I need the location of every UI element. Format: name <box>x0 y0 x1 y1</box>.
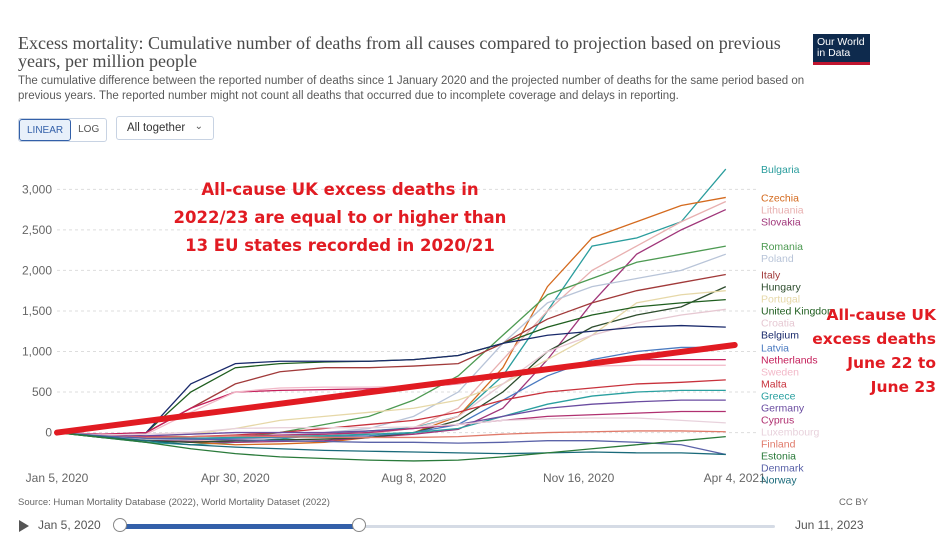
series-end-label: Croatia <box>761 318 795 330</box>
source-text[interactable]: Source: Human Mortality Database (2022),… <box>18 497 330 508</box>
series-end-label: Luxembourg <box>761 427 820 439</box>
series-end-label: United Kingdom <box>761 306 836 318</box>
timeline-start-label: Jan 5, 2020 <box>38 518 101 532</box>
y-tick-label: 1,500 <box>22 304 52 318</box>
y-tick-label: 1,000 <box>22 344 52 358</box>
series-end-label: Malta <box>761 379 787 391</box>
chevron-down-icon: ⌄ <box>194 121 203 132</box>
series-end-label: Bulgaria <box>761 164 800 176</box>
series-line <box>56 324 726 436</box>
y-tick-label: 2,500 <box>22 223 52 237</box>
x-tick-label: Apr 30, 2020 <box>201 471 270 485</box>
series-line <box>56 431 726 456</box>
series-end-label: Greece <box>761 391 796 403</box>
series-end-label: Latvia <box>761 342 789 354</box>
series-end-label: Hungary <box>761 282 801 294</box>
timeline-start-handle[interactable] <box>113 518 127 532</box>
series-end-label: Netherlands <box>761 355 818 367</box>
chart-title: Excess mortality: Cumulative number of d… <box>18 33 781 71</box>
y-tick-label: 0 <box>45 426 52 440</box>
series-line <box>56 273 726 437</box>
series-line <box>56 364 726 436</box>
scale-toggle[interactable]: LINEAR LOG <box>18 118 108 142</box>
series-end-label: Sweden <box>761 367 799 379</box>
annotation-side-line: June 23 <box>870 378 936 396</box>
series-line <box>56 290 726 439</box>
timeline-end-label: Jun 11, 2023 <box>795 518 864 532</box>
x-tick-label: Nov 16, 2020 <box>543 471 615 485</box>
series-end-label: Lithuania <box>761 204 804 216</box>
series-end-label: Romania <box>761 241 803 253</box>
facet-dropdown[interactable]: All together ⌄ <box>116 116 214 140</box>
series-end-label: Germany <box>761 403 805 415</box>
series-line <box>56 399 726 437</box>
annotation-main-line: All-cause UK excess deaths in <box>201 180 479 199</box>
annotation-side-line: All-cause UK <box>826 306 936 324</box>
series-end-label: Belgium <box>761 330 799 342</box>
timeline-track[interactable] <box>115 525 775 528</box>
series-line <box>56 417 726 436</box>
linear-scale-button[interactable]: LINEAR <box>19 119 72 141</box>
y-tick-label: 500 <box>32 385 52 399</box>
series-line <box>56 431 726 462</box>
series-end-label: Cyprus <box>761 415 794 427</box>
annotation-side-line: June 22 to <box>847 354 936 372</box>
series-line <box>56 431 726 456</box>
log-scale-button[interactable]: LOG <box>78 124 100 135</box>
series-end-label: Estonia <box>761 451 796 463</box>
annotation-main-line: 2022/23 are equal to or higher than <box>173 208 507 227</box>
series-end-label: Italy <box>761 269 781 281</box>
y-tick-label: 2,000 <box>22 263 52 277</box>
license-text[interactable]: CC BY <box>839 497 869 508</box>
series-line <box>56 209 727 443</box>
x-tick-label: Apr 4, 2021 <box>704 471 766 485</box>
annotation-main: All-cause UK excess deaths in 2022/23 ar… <box>140 176 540 260</box>
series-end-label: Norway <box>761 475 797 487</box>
series-line <box>56 430 726 439</box>
series-end-label: Slovakia <box>761 216 801 228</box>
series-line <box>56 286 727 443</box>
x-tick-label: Jan 5, 2020 <box>26 471 89 485</box>
timeline-range <box>120 524 360 529</box>
series-end-label: Portugal <box>761 294 800 306</box>
uk-excess-trend-line <box>54 342 738 436</box>
series-line <box>56 389 726 439</box>
series-end-label: Finland <box>761 439 796 451</box>
y-tick-label: 3,000 <box>22 182 52 196</box>
owid-logo[interactable]: Our World in Data <box>813 34 870 65</box>
chart-subtitle: The cumulative difference between the re… <box>18 75 805 102</box>
x-tick-label: Aug 8, 2020 <box>381 471 446 485</box>
annotation-side: All-cause UK excess deaths June 22 to Ju… <box>808 303 936 399</box>
series-end-label: Czechia <box>761 192 799 204</box>
annotation-side-line: excess deaths <box>812 330 936 348</box>
annotation-main-line: 13 EU states recorded in 2020/21 <box>185 236 495 255</box>
series-line <box>56 253 727 441</box>
series-end-label: Poland <box>761 253 794 265</box>
play-icon[interactable] <box>19 520 29 532</box>
series-end-label: Denmark <box>761 463 804 475</box>
timeline-end-handle[interactable] <box>352 518 366 532</box>
facet-dropdown-label: All together <box>127 122 186 134</box>
